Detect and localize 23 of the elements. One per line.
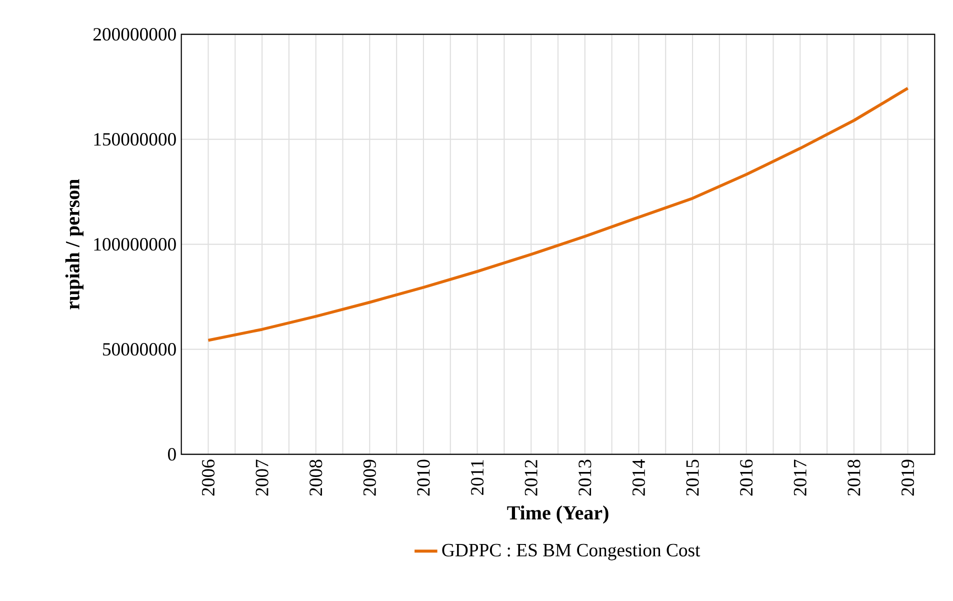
x-tick-label: 2007 bbox=[256, 460, 268, 496]
x-tick-label: 2012 bbox=[524, 460, 538, 496]
y-tick-label: 200000000 bbox=[93, 28, 176, 41]
legend-label: GDPPC : ES BM Congestion Cost bbox=[442, 544, 700, 560]
x-tick-label: 2018 bbox=[848, 460, 860, 496]
x-axis-title: Time (Year) bbox=[507, 506, 608, 524]
x-tick-label: 2009 bbox=[363, 460, 376, 496]
x-tick-label: 2014 bbox=[632, 459, 646, 496]
y-tick-label: 150000000 bbox=[94, 133, 176, 146]
x-tick-label: 2008 bbox=[310, 460, 322, 496]
y-tick-label: 0 bbox=[168, 448, 176, 461]
x-tick-label: 2016 bbox=[740, 460, 753, 496]
x-tick-label: 2011 bbox=[470, 460, 484, 495]
y-tick-label: 50000000 bbox=[103, 343, 176, 356]
x-tick-label: 2019 bbox=[901, 460, 914, 496]
x-tick-label: 2006 bbox=[202, 460, 215, 496]
y-axis-title: rupiah / person bbox=[65, 179, 84, 310]
x-tick-label: 2017 bbox=[794, 460, 806, 496]
x-tick-label: 2010 bbox=[417, 460, 430, 496]
y-tick-label: 100000000 bbox=[94, 238, 176, 251]
x-tick-label: 2015 bbox=[686, 460, 699, 496]
x-tick-label: 2013 bbox=[578, 460, 592, 496]
line-series bbox=[206, 86, 910, 342]
